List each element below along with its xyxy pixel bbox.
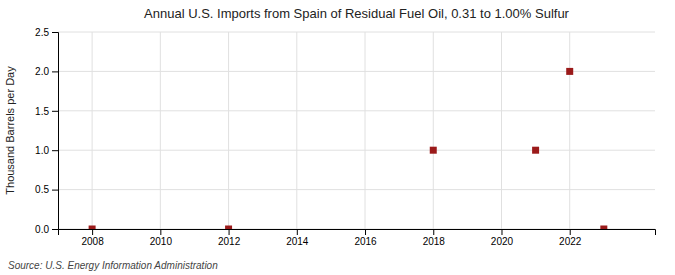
x-grid-line [296,32,297,229]
y-tick-label: 1.5 [35,106,49,117]
y-tick: 1.0 [35,145,58,156]
grid [58,32,655,229]
y-tick: 0.5 [35,184,58,195]
x-tick-label: 2018 [423,236,446,247]
y-tick: 2.5 [35,27,58,38]
x-tick-label: 2010 [150,236,173,247]
x-tick-mark [570,229,571,235]
x-tick: 2020 [491,229,514,247]
x-grid-line [569,32,570,229]
points [89,68,608,229]
y-axis: 0.0 0.5 1.0 1.5 2.0 2.5 [35,27,58,235]
y-axis-title: Thousand Barrels per Day [4,66,16,195]
x-tick-mark [92,229,93,235]
x-grid-line [160,32,161,229]
x-tick: 2010 [150,229,173,247]
x-axis-line [59,230,656,236]
x-grid-line [228,32,229,229]
point [532,147,539,154]
x-tick: 2022 [559,229,582,247]
x-tick-mark [160,229,161,235]
y-tick-label: 2.0 [35,66,49,77]
y-tick-mark [52,150,58,151]
y-tick-label: 0.0 [35,224,49,235]
y-tick: 0.0 [35,224,58,235]
x-tick: 2018 [423,229,446,247]
x-tick-label: 2022 [559,236,582,247]
y-tick: 1.5 [35,106,58,117]
y-grid-line [58,110,655,111]
x-tick-mark [297,229,298,235]
point [600,226,607,230]
x-grid-line [365,32,366,229]
x-tick: 2008 [81,229,104,247]
x-tick-label: 2014 [286,236,309,247]
x-tick-mark [433,229,434,235]
y-tick-mark [52,32,58,33]
y-tick-mark [52,111,58,112]
x-tick-label: 2012 [218,236,241,247]
chart: 2008 2010 2012 2014 2016 2018 2020 2022 0.0 0.5 1.… [0,0,675,275]
title: Annual U.S. Imports from Spain of Residu… [144,6,570,21]
y-grid-line [58,32,655,33]
y-tick-mark [52,190,58,191]
y-tick-label: 2.5 [35,27,49,38]
x-grid-line [501,32,502,229]
y-tick-mark [52,229,58,230]
x-grid-line [433,32,434,229]
y-grid-line [58,71,655,72]
point [89,226,96,230]
y-grid-line [58,150,655,151]
x-grid-line [92,32,93,229]
x-tick: 2016 [354,229,377,247]
point [225,226,232,230]
x-tick: 2012 [218,229,241,247]
x-tick-mark [365,229,366,235]
source-note: Source: U.S. Energy Information Administ… [8,260,218,271]
x-tick-label: 2016 [354,236,377,247]
x-tick-label: 2020 [491,236,514,247]
x-axis: 2008 2010 2012 2014 2016 2018 2020 2022 [59,229,656,247]
x-tick-mark [229,229,230,235]
y-tick: 2.0 [35,66,58,77]
x-tick: 2014 [286,229,309,247]
y-tick-label: 0.5 [35,184,49,195]
y-axis-line [52,33,59,230]
point [566,68,573,75]
point [430,147,437,154]
y-grid-line [58,189,655,190]
y-tick-mark [52,71,58,72]
x-tick-mark [501,229,502,235]
x-tick-label: 2008 [81,236,104,247]
plot-area: 2008 2010 2012 2014 2016 2018 2020 2022 0.0 0.5 1.… [35,27,655,247]
y-tick-label: 1.0 [35,145,49,156]
